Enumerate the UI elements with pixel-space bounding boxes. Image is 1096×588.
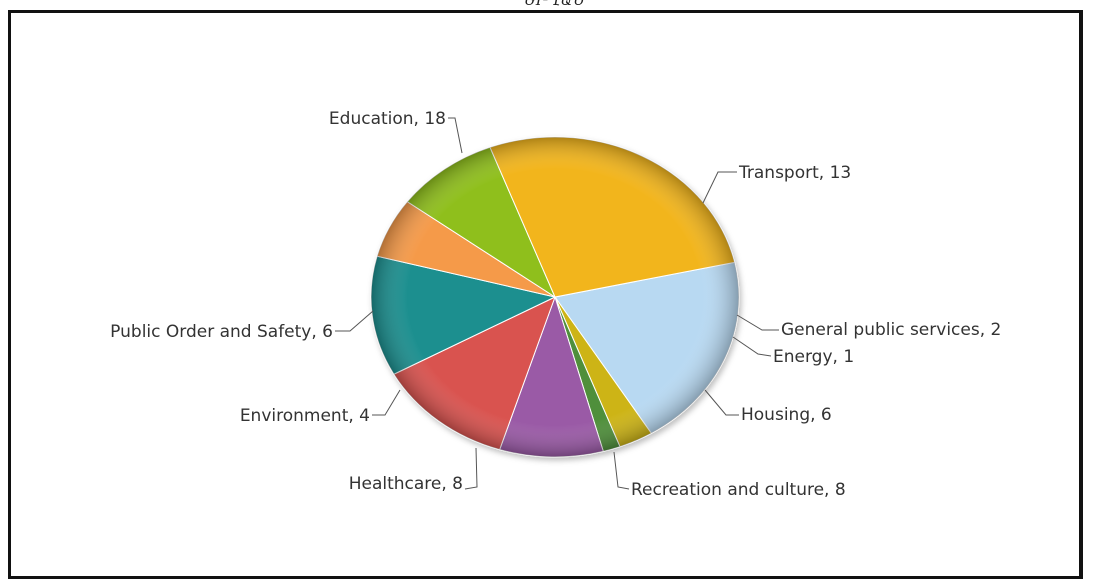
slice-data-label: Housing, 6 <box>741 405 832 425</box>
leader-line <box>464 447 478 490</box>
leader-line <box>613 451 630 490</box>
leader-line <box>732 336 772 357</box>
top-title-fragment: ԵՐՂԱՆ <box>524 0 585 9</box>
slice-data-label: Recreation and culture, 8 <box>631 480 846 500</box>
slice-data-label: General public services, 2 <box>781 320 1001 340</box>
leader-line <box>372 389 401 416</box>
slice-data-label: Environment, 4 <box>240 406 370 426</box>
leader-line <box>702 171 737 204</box>
slice-data-label: Healthcare, 8 <box>349 474 463 494</box>
slice-data-label: Education, 18 <box>329 109 446 129</box>
slice-data-label: Public Order and Safety, 6 <box>110 322 333 342</box>
leader-line <box>335 310 374 332</box>
slice-data-label: Transport, 13 <box>738 163 851 183</box>
pie-slices <box>370 136 740 458</box>
leader-line <box>448 117 463 154</box>
leader-line <box>704 389 739 416</box>
pie-labels: Transport, 13 General public services, 2 E… <box>110 109 1001 500</box>
slice-data-label: Energy, 1 <box>773 347 854 367</box>
leader-line <box>736 314 779 331</box>
